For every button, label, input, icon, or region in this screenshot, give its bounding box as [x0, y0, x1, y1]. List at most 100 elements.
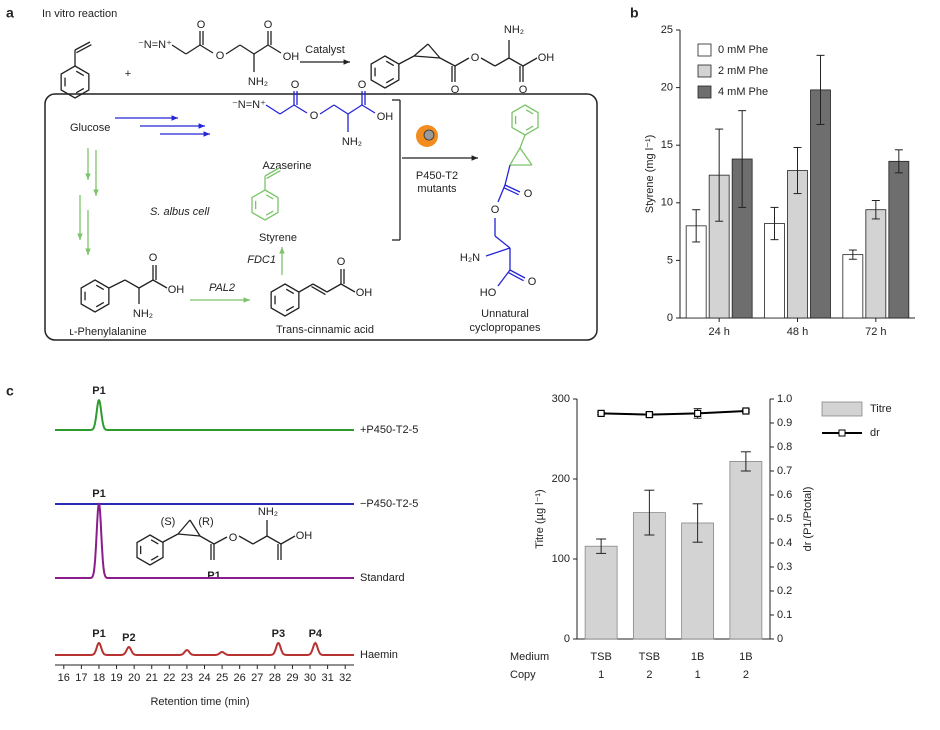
bond — [319, 104, 335, 115]
atom-label: O — [491, 204, 500, 216]
bond — [177, 519, 191, 535]
compound-label: Unnatural — [481, 308, 529, 320]
ring — [270, 283, 300, 317]
panel-label: a — [6, 5, 14, 21]
peak-label: P1 — [92, 628, 105, 640]
atom-label: O — [216, 50, 225, 62]
ring-bond — [385, 77, 395, 84]
bar — [584, 545, 618, 640]
x-tick-label: 1 — [695, 669, 701, 681]
bond — [333, 104, 349, 115]
y-tick-label: 0.5 — [777, 513, 792, 525]
bond — [225, 44, 241, 55]
peak-label: P2 — [122, 632, 135, 644]
atom-label: O — [519, 84, 528, 96]
y-tick-label: 0.4 — [777, 537, 792, 549]
atom-label: OH — [377, 111, 394, 123]
atom-label: NH₂ — [504, 24, 524, 36]
category-row-label: Copy — [510, 669, 536, 681]
stereo-label: (R) — [198, 516, 213, 528]
bond — [361, 104, 376, 114]
enzyme-label: PAL2 — [209, 282, 235, 294]
bond — [138, 279, 154, 289]
bond — [504, 164, 511, 186]
ring-bond — [75, 87, 85, 94]
legend-label: 0 mM Phe — [718, 44, 768, 56]
y2-axis-title: dr (P1/Ptotal) — [802, 487, 814, 552]
y-tick-label: 20 — [661, 82, 673, 94]
x-tick-label: 24 h — [708, 326, 729, 338]
bond — [311, 286, 326, 296]
x-tick-label: 2 — [743, 669, 749, 681]
x-tick-label: 25 — [216, 672, 228, 684]
bond — [185, 44, 201, 55]
bond — [454, 57, 470, 67]
bond — [266, 535, 282, 545]
arrow-head — [471, 155, 478, 161]
atom-label: HO — [480, 287, 497, 299]
line-marker — [645, 411, 653, 419]
bond — [509, 269, 526, 279]
arrow-head — [243, 297, 250, 303]
x-tick-label: 20 — [128, 672, 140, 684]
y-tick-label: 0.3 — [777, 561, 792, 573]
x-tick-label: 18 — [93, 672, 105, 684]
ring-bond — [95, 284, 105, 291]
ring-bond — [75, 70, 85, 77]
bond — [298, 283, 314, 293]
x-tick-label: 1B — [691, 651, 704, 663]
line-marker — [694, 409, 702, 417]
ring — [80, 279, 110, 313]
x-tick-label: 29 — [286, 672, 298, 684]
peak-label: P1 — [92, 385, 105, 397]
ring-bond — [525, 125, 534, 131]
arrow-head — [343, 59, 350, 65]
bond — [108, 279, 126, 289]
bar — [888, 160, 910, 319]
cell-box — [44, 93, 598, 341]
bond — [265, 104, 281, 115]
atom-label: O — [451, 84, 460, 96]
x-tick-label: 2 — [646, 669, 652, 681]
peak-label: P3 — [272, 628, 285, 640]
bond — [508, 272, 524, 282]
arrow-head — [77, 233, 83, 240]
atom-label: O — [197, 19, 206, 31]
y-tick-label: 15 — [661, 139, 673, 151]
compound-label: Styrene — [259, 232, 297, 244]
x-tick-label: 1 — [598, 669, 604, 681]
enzyme-label: mutants — [417, 183, 457, 195]
trace-label: Standard — [360, 572, 405, 584]
arrow-head — [203, 131, 210, 137]
bond — [326, 283, 342, 293]
line-marker — [597, 409, 605, 417]
compound-label: Trans-cinnamic acid — [276, 324, 374, 336]
legend-label: dr — [870, 427, 880, 439]
bond — [267, 44, 282, 54]
trace — [55, 641, 354, 656]
bond — [279, 104, 295, 115]
y-tick-label: 0.2 — [777, 585, 792, 597]
bond — [413, 55, 441, 59]
bond — [340, 283, 356, 293]
bond — [312, 283, 328, 293]
legend-swatch — [697, 85, 712, 99]
bond — [494, 235, 511, 249]
bond — [264, 167, 280, 177]
ring-bond — [385, 60, 395, 67]
bond — [293, 104, 308, 114]
legend-swatch — [697, 43, 712, 57]
stereo-label: (S) — [161, 516, 176, 528]
bar — [729, 460, 763, 640]
bond — [253, 44, 269, 55]
bond — [480, 57, 496, 67]
atom-label: O — [229, 532, 238, 544]
atom-label: O — [264, 19, 273, 31]
y-tick-label: 10 — [661, 197, 673, 209]
enzyme-label: P450-T2 — [416, 170, 458, 182]
line-marker — [742, 407, 750, 415]
x-tick-label: 26 — [234, 672, 246, 684]
atom-label: O — [528, 276, 537, 288]
bond — [171, 44, 187, 55]
